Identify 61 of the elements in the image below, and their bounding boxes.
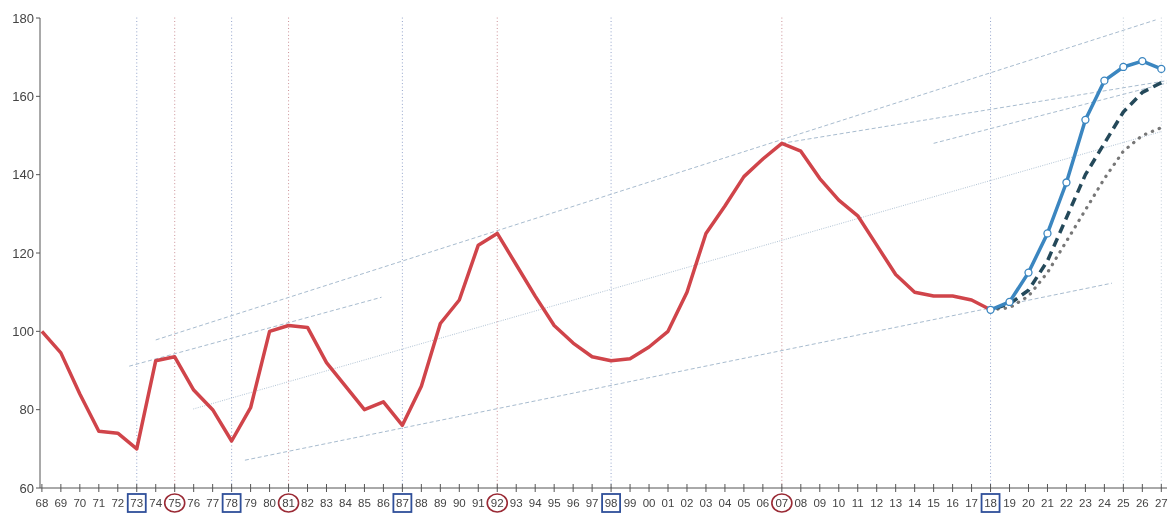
x-tick-label: 85 [358, 497, 371, 510]
x-tick-label: 71 [92, 497, 106, 510]
x-tick-label: 09 [813, 497, 827, 510]
x-tick-label: 97 [585, 497, 599, 510]
y-tick-label: 140 [12, 167, 34, 183]
x-tick-label: 93 [509, 497, 523, 510]
x-tick-label: 72 [111, 497, 125, 510]
x-tick-label: 01 [661, 497, 675, 510]
x-tick-label: 19 [1003, 497, 1016, 510]
x-tick-label: 00 [642, 497, 656, 510]
x-tick-label: 21 [1041, 497, 1054, 510]
x-tick-label: 20 [1022, 497, 1035, 510]
x-tick-label: 95 [547, 497, 561, 510]
x-tick-label: 17 [965, 497, 978, 510]
x-tick-label: 94 [528, 497, 543, 510]
x-tick-label: 15 [927, 497, 941, 510]
y-tick-label: 160 [12, 88, 34, 104]
x-tick-label: 14 [908, 497, 922, 510]
x-tick-label: 16 [946, 497, 959, 510]
x-tick-label: 82 [301, 497, 314, 510]
x-tick-label: 11 [851, 497, 864, 510]
x-tick-label: 84 [339, 497, 353, 510]
x-tick-label: 03 [699, 497, 713, 510]
x-tick-label: 92 [490, 497, 504, 510]
x-tick-label: 25 [1116, 497, 1130, 510]
x-tick-label: 96 [566, 497, 580, 510]
x-tick-label: 80 [263, 497, 276, 510]
x-tick-label: 04 [718, 497, 732, 510]
y-tick-label: 100 [12, 323, 34, 339]
x-tick-label: 02 [680, 497, 694, 510]
y-tick-label: 120 [12, 245, 34, 261]
x-tick-label: 26 [1135, 497, 1149, 510]
x-tick-label: 79 [244, 497, 257, 510]
x-tick-label: 23 [1079, 497, 1092, 510]
x-tick-label: 22 [1060, 497, 1073, 510]
x-tick-label: 69 [54, 497, 68, 510]
x-tick-label: 68 [35, 497, 49, 510]
x-tick-label: 90 [452, 497, 466, 510]
x-tick-label: 76 [187, 497, 201, 510]
x-tick-label: 10 [832, 497, 846, 510]
x-tick-label: 05 [737, 497, 751, 510]
x-tick-label: 91 [471, 497, 485, 510]
x-tick-label: 74 [149, 497, 163, 510]
y-tick-label: 60 [19, 480, 34, 496]
x-tick-label: 06 [756, 497, 770, 510]
x-tick-label: 89 [433, 497, 447, 510]
x-tick-label: 75 [168, 497, 182, 510]
y-tick-label: 80 [19, 402, 34, 418]
x-tick-label: 12 [870, 497, 884, 510]
x-tick-label: 08 [794, 497, 808, 510]
x-tick-label: 83 [320, 497, 333, 510]
x-tick-label: 24 [1097, 497, 1112, 510]
x-tick-label: 99 [623, 497, 637, 510]
x-tick-label: 81 [282, 497, 295, 510]
x-tick-label: 88 [414, 497, 428, 510]
x-tick-label: 86 [377, 497, 390, 510]
x-tick-label: 70 [73, 497, 87, 510]
x-tick-label: 27 [1154, 497, 1168, 510]
x-tick-label: 13 [889, 497, 903, 510]
x-tick-label: 77 [206, 497, 220, 510]
y-tick-label: 180 [12, 10, 34, 26]
